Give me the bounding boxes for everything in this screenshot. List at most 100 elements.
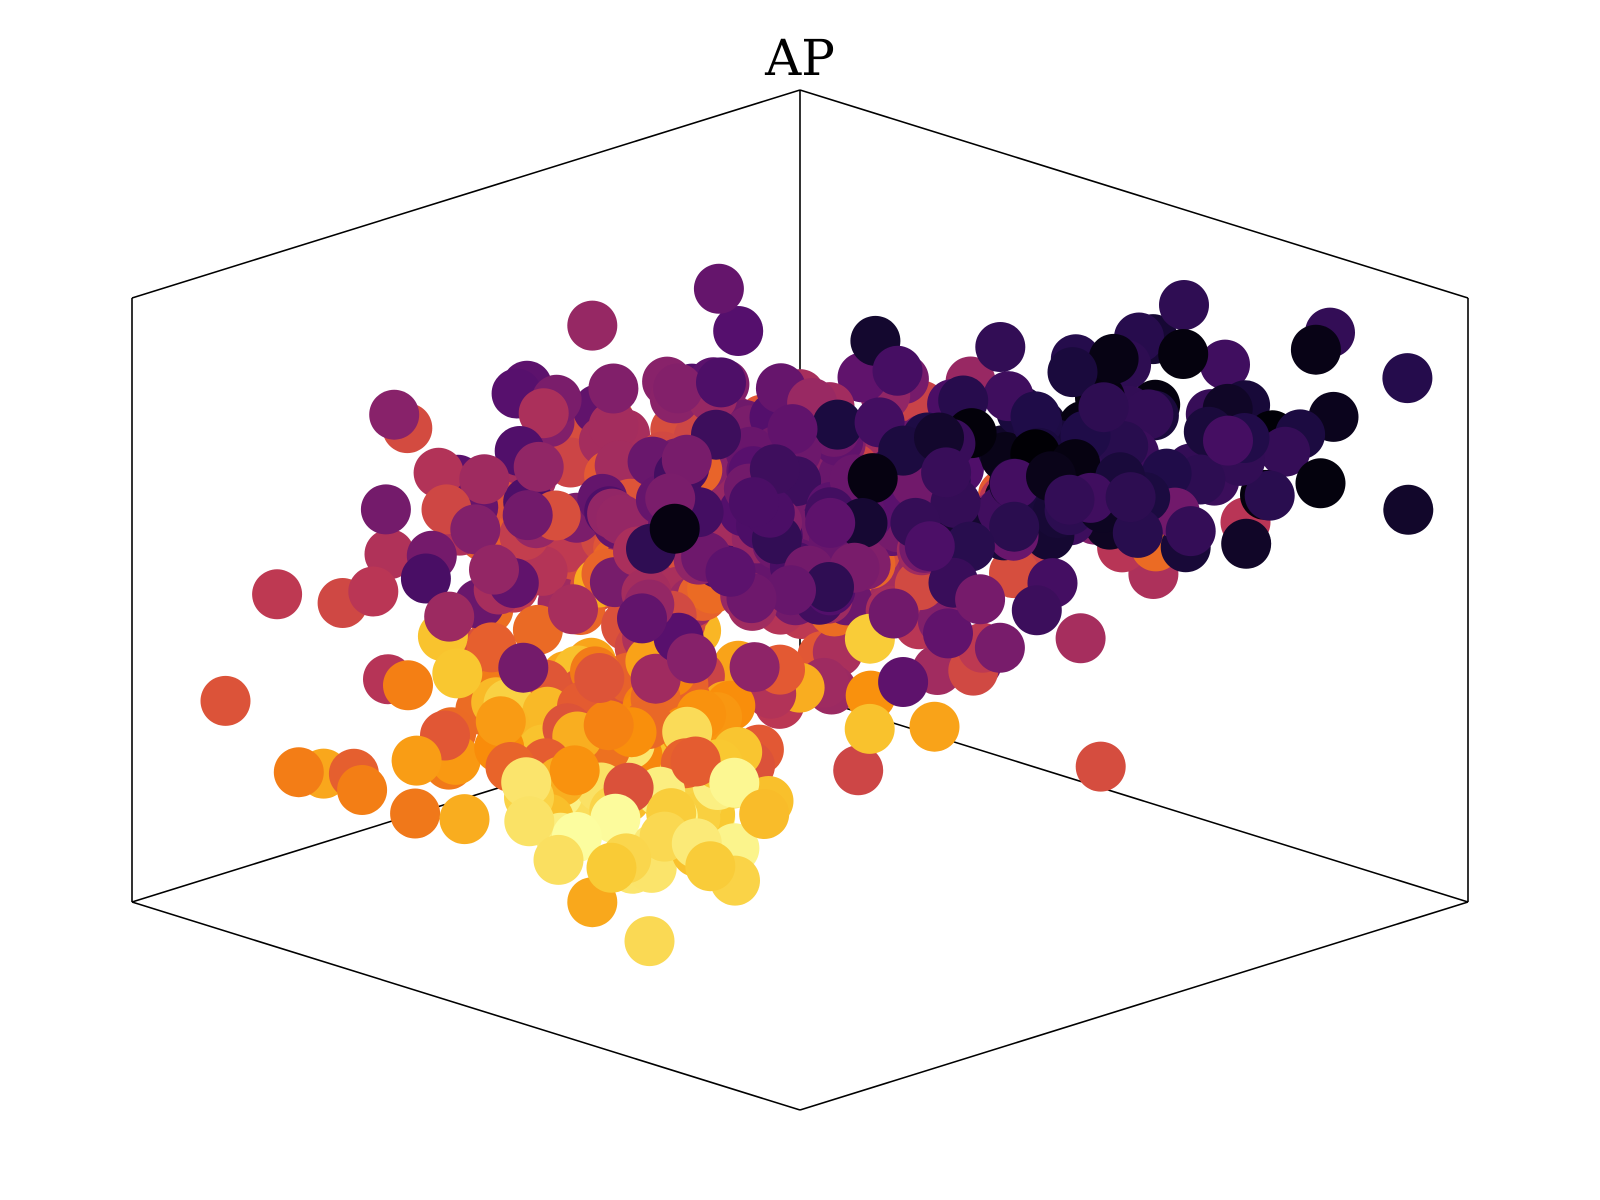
box-edge-2 — [799, 89, 1469, 299]
scatter-point — [696, 357, 746, 408]
scatter-point — [502, 490, 553, 541]
scatter-point — [989, 548, 1039, 599]
scatter-point — [364, 529, 415, 580]
scatter-point — [844, 703, 895, 754]
scatter-point — [767, 404, 818, 455]
scatter-point — [439, 794, 490, 845]
box-edge-8 — [799, 693, 1469, 903]
scatter-point — [1382, 353, 1433, 404]
scatter-point — [549, 745, 600, 796]
scatter-point — [1290, 324, 1341, 375]
scatter-point — [450, 504, 501, 555]
scatter-point — [878, 657, 929, 707]
scatter-point — [567, 300, 618, 351]
scatter-point — [713, 306, 764, 356]
scatter-point — [200, 675, 251, 726]
scatter-point — [923, 608, 973, 659]
scatter-point — [909, 701, 960, 752]
scatter-point — [513, 441, 564, 492]
scatter-points — [200, 263, 1434, 967]
scatter-point — [833, 745, 884, 796]
scatter-point — [904, 521, 955, 572]
scatter-point — [1221, 518, 1272, 569]
axes-box — [131, 89, 1469, 1111]
scatter-point — [391, 735, 442, 786]
scatter-point — [1165, 506, 1216, 557]
scatter-point — [804, 562, 854, 612]
scatter-point — [989, 501, 1040, 552]
scatter-point — [666, 633, 717, 684]
scatter-point — [252, 569, 303, 620]
scatter-point — [504, 796, 555, 847]
chart-title: AP — [764, 29, 835, 87]
scatter-point — [337, 765, 388, 815]
scatter-point — [812, 399, 863, 450]
scatter-point — [1159, 280, 1209, 330]
scatter-point — [475, 696, 526, 747]
scatter-point — [955, 574, 1006, 625]
scatter-point — [424, 591, 475, 642]
scatter-point — [383, 660, 433, 711]
scatter-point — [847, 453, 898, 504]
scatter-point — [653, 363, 704, 414]
scatter-point — [1203, 415, 1253, 466]
scatter-point — [273, 747, 324, 798]
scatter-point — [1295, 458, 1346, 509]
scatter-point — [1105, 472, 1156, 523]
scatter-point — [872, 345, 923, 396]
scatter-point — [705, 546, 756, 597]
scatter-point — [360, 484, 411, 535]
box-edge-5 — [131, 901, 801, 1111]
scatter-point — [574, 653, 625, 703]
scatter-point — [805, 497, 856, 548]
scatter-point — [588, 401, 639, 452]
scatter-point — [709, 757, 760, 808]
scatter-point — [588, 363, 639, 414]
box-edge-1 — [131, 89, 801, 299]
scatter-point — [369, 389, 420, 440]
scatter-point — [348, 566, 399, 617]
scatter-point — [432, 648, 483, 699]
scatter-point — [693, 263, 744, 314]
scatter-point — [729, 642, 780, 693]
scatter-point — [1244, 470, 1295, 521]
scatter-point — [1011, 585, 1062, 636]
scatter-point — [739, 789, 790, 839]
scatter-point — [975, 322, 1026, 372]
scatter-point — [649, 503, 700, 554]
scatter-point — [590, 793, 641, 844]
scatter-point — [1010, 391, 1061, 442]
scatter-point — [670, 736, 721, 787]
scatter-point — [617, 593, 667, 644]
scatter-point — [661, 434, 712, 485]
scatter-point — [586, 842, 637, 893]
scatter-point — [533, 834, 584, 885]
scatter-point — [766, 565, 816, 616]
scatter-point — [498, 642, 549, 693]
scatter-point — [1044, 474, 1095, 525]
scatter-point — [685, 841, 736, 892]
scatter-point — [390, 788, 441, 839]
scatter-point — [1047, 347, 1098, 398]
scatter-point — [868, 588, 919, 639]
scatter-point — [729, 477, 779, 528]
scatter-point — [1200, 339, 1250, 390]
scatter-point — [459, 454, 510, 505]
scatter-point — [624, 916, 675, 967]
scatter-point — [400, 553, 451, 604]
scatter-point — [1088, 333, 1139, 384]
scatter-point — [518, 388, 569, 439]
scatter-point — [1260, 426, 1311, 477]
box-edge-6 — [799, 901, 1469, 1111]
scatter-point — [921, 447, 972, 498]
scatter-point — [583, 700, 634, 751]
scatter-point — [548, 584, 598, 635]
scatter-point — [974, 622, 1025, 673]
scatter-point — [1383, 484, 1434, 535]
scatter-point — [1075, 741, 1126, 792]
scatter-point — [501, 757, 552, 808]
scatter-point — [469, 544, 519, 595]
scatter-point — [1055, 613, 1106, 664]
scatter-point — [1078, 382, 1129, 433]
